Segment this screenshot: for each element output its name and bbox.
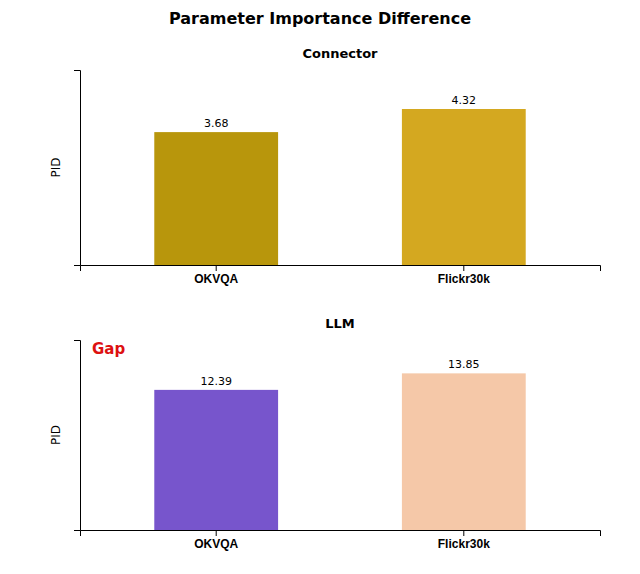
bar [154, 132, 278, 265]
x-axis: OKVQA Flickr30k [81, 265, 601, 286]
x-tick-mark [216, 265, 217, 271]
x-tick: Flickr30k [438, 530, 490, 551]
bar [402, 373, 526, 530]
x-tick: Flickr30k [438, 265, 490, 286]
x-tick: OKVQA [194, 265, 238, 286]
data-label: 3.68 [204, 117, 229, 130]
x-axis-line [81, 531, 601, 537]
x-tick-mark [216, 530, 217, 536]
bar [402, 109, 526, 265]
x-tick-label: Flickr30k [438, 272, 490, 286]
annotation: Gap [92, 340, 125, 358]
data-label: 13.85 [448, 358, 480, 371]
y-axis-line [74, 341, 81, 531]
x-tick-label: OKVQA [194, 272, 238, 286]
chart-title: Parameter Importance Difference [169, 9, 471, 28]
y-axis [74, 341, 81, 531]
chart-panel: Connector OKVQA Flickr30k PID 3.68 4.32 [49, 46, 601, 286]
bars [154, 373, 525, 530]
data-labels: 3.68 4.32 [204, 94, 476, 130]
y-axis-title: PID [49, 157, 63, 177]
x-tick-mark [463, 265, 464, 271]
x-tick-label: Flickr30k [438, 537, 490, 551]
chart-subtitle: LLM [325, 316, 355, 331]
figure: Connector OKVQA Flickr30k PID 3.68 4.32 Parame… [0, 0, 640, 574]
y-axis-line [74, 71, 81, 266]
bar [154, 390, 278, 530]
x-tick-label: OKVQA [194, 537, 238, 551]
x-axis: OKVQA Flickr30k [81, 530, 601, 551]
x-tick-mark [463, 530, 464, 536]
x-tick: OKVQA [194, 530, 238, 551]
x-axis-line [81, 266, 601, 272]
chart-subtitle: Connector [302, 46, 378, 61]
y-axis [74, 71, 81, 266]
data-label: 4.32 [452, 94, 477, 107]
bars [154, 109, 525, 265]
data-labels: 12.39 13.85 [200, 358, 479, 388]
chart-panel: LLM OKVQA Flickr30k PID 12.39 13.85 Gap [49, 316, 601, 551]
data-label: 12.39 [200, 375, 232, 388]
y-axis-title: PID [49, 425, 63, 445]
